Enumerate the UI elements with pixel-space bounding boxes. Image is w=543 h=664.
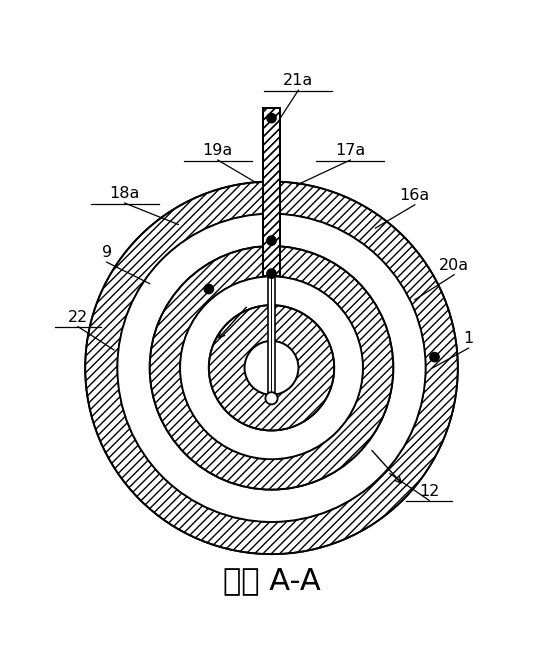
Text: 12: 12	[419, 483, 439, 499]
Bar	[263, 108, 280, 276]
Text: 17a: 17a	[335, 143, 365, 158]
Circle shape	[266, 392, 277, 404]
Text: 9: 9	[102, 245, 112, 260]
Circle shape	[267, 269, 276, 278]
Text: 20a: 20a	[439, 258, 469, 273]
Bar	[264, 109, 279, 276]
Text: 剖面 A-A: 剖面 A-A	[223, 566, 320, 596]
Circle shape	[117, 214, 426, 522]
Bar	[268, 276, 275, 398]
Circle shape	[267, 114, 276, 123]
Text: 21a: 21a	[283, 73, 313, 88]
Text: 1: 1	[463, 331, 473, 347]
Text: 18a: 18a	[109, 186, 140, 201]
Text: 19a: 19a	[203, 143, 233, 158]
Text: 16a: 16a	[400, 188, 430, 203]
Circle shape	[430, 353, 439, 362]
Circle shape	[180, 276, 363, 459]
Text: 22: 22	[68, 310, 88, 325]
Circle shape	[245, 341, 298, 394]
Bar	[263, 108, 280, 276]
Circle shape	[204, 284, 213, 293]
Circle shape	[267, 236, 276, 245]
